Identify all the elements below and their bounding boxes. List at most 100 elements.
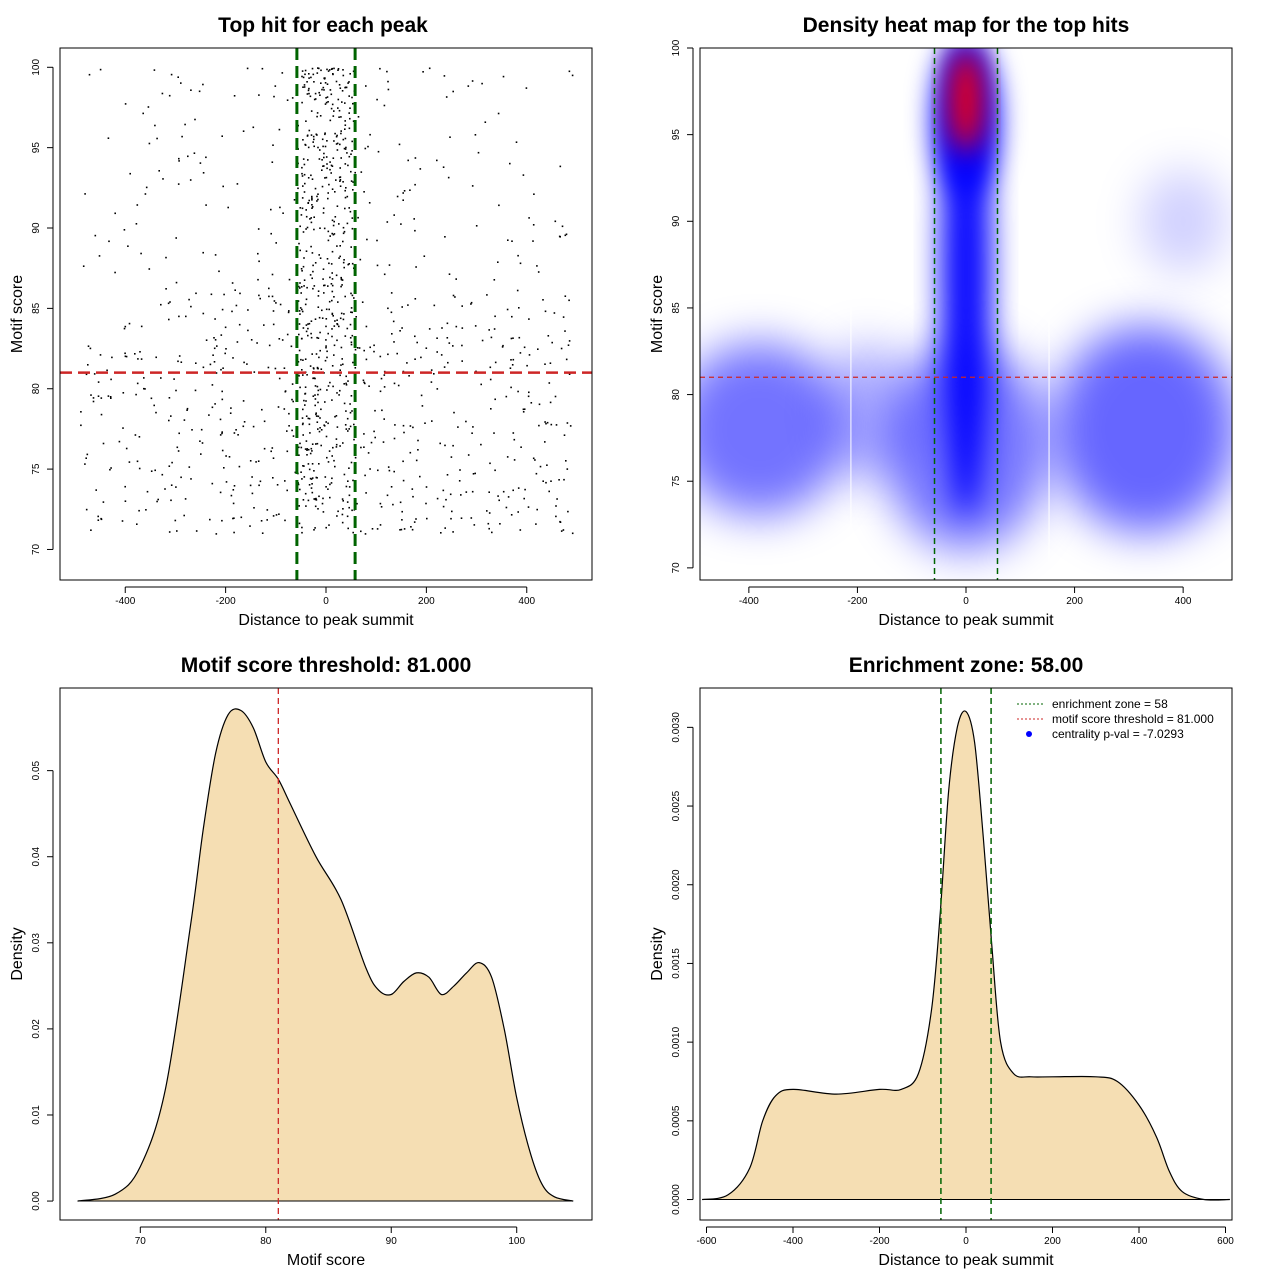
scatter-point [298,349,301,352]
scatter-point [312,395,315,397]
scatter-point [168,397,171,399]
scatter-point [511,315,513,318]
scatter-point [270,208,272,211]
scatter-point [300,292,302,294]
scatter-point [525,87,528,89]
scatter-point [95,489,97,491]
scatter-point [326,258,329,260]
scatter-point [242,130,245,132]
scatter-point [137,358,139,360]
scatter-point [334,216,337,218]
scatter-point [331,455,333,457]
scatter-point [176,446,179,449]
scatter-point [274,367,277,370]
scatter-point [436,497,439,500]
scatter-point [330,164,333,167]
scatter-point [528,217,530,219]
scatter-point [164,488,166,490]
scatter-point [401,519,403,521]
scatter-point [338,223,340,225]
scatter-point [161,473,164,476]
scatter-point [351,334,354,337]
scatter-point [363,446,365,448]
scatter-y-tick-label: 80 [31,383,42,395]
scatter-point [313,285,316,287]
scatter-point [412,426,414,429]
scatter-point [214,339,217,341]
scatter-point [550,423,553,426]
scatter-point [317,198,319,201]
scatter-point [341,90,344,92]
scatter-point [314,527,316,529]
scatter-point [330,482,333,484]
scatter-point [327,70,330,72]
scatter-point [461,344,463,347]
scatter-point [535,523,537,525]
scatter-point [97,519,100,521]
scatter-point [283,408,286,410]
scatter-point [522,411,525,413]
scatter-point [211,482,214,485]
scatter-point [238,465,241,468]
scatter-point [92,397,95,399]
scatter-point [129,172,131,175]
scatter-point [302,265,305,268]
scatter-point [309,218,311,220]
scatter-point [246,363,248,365]
scatter-point [214,403,216,405]
scatter-point [336,323,339,326]
scatter-point [532,224,535,226]
scatter-point [272,457,275,459]
scatter-point [400,528,403,531]
scatter-point [305,209,307,211]
scatter-point [322,86,325,89]
scatter-point [249,525,251,527]
scatter-point [315,499,318,501]
scatter-y-tick-label: 85 [31,302,42,314]
scatter-point [481,339,484,342]
scatter-point [257,460,260,462]
scatter-point [401,510,403,513]
scatter-point [311,207,313,209]
scatter-point [178,160,180,162]
scatter-point [195,292,197,295]
scatter-point [325,435,328,438]
heatmap-y-tick-label: 100 [671,39,682,56]
legend-threshold-label: motif score threshold = 81.000 [1052,712,1214,726]
scatter-point [326,167,328,170]
scatter-point [316,421,319,423]
scatter-point [331,477,333,480]
scatter-point [419,475,421,478]
scatter-point [560,347,563,350]
scatter-point [299,225,301,228]
scatter-point [301,526,303,529]
scatter-point [331,284,334,287]
scatter-point [554,220,557,223]
scatter-point [84,463,86,465]
scatter-point [549,401,552,404]
scatter-point [488,512,491,514]
scatter-point [318,91,320,94]
scatter-point [102,442,105,445]
scatter-point [333,233,336,235]
scatter-point [90,529,92,531]
heatmap-x-tick-label: 200 [1066,596,1083,607]
scatter-point [489,366,492,369]
scatter-point [331,312,334,315]
scatter-point [185,315,187,318]
scatter-point [302,422,304,425]
scatter-point [144,388,146,390]
scatter-point [315,476,318,479]
scatter-point [449,493,452,496]
scatter-point [327,197,329,200]
scatter-point [89,347,92,350]
scatter-point [266,509,269,511]
scatter-point [454,296,456,298]
scatter-point [311,67,314,70]
scatter-point [545,481,547,484]
scatter-point [325,176,328,179]
scatter-point [513,459,516,461]
scatter-point [471,185,474,187]
scatter-point [111,356,113,359]
scatter-point [259,480,262,483]
